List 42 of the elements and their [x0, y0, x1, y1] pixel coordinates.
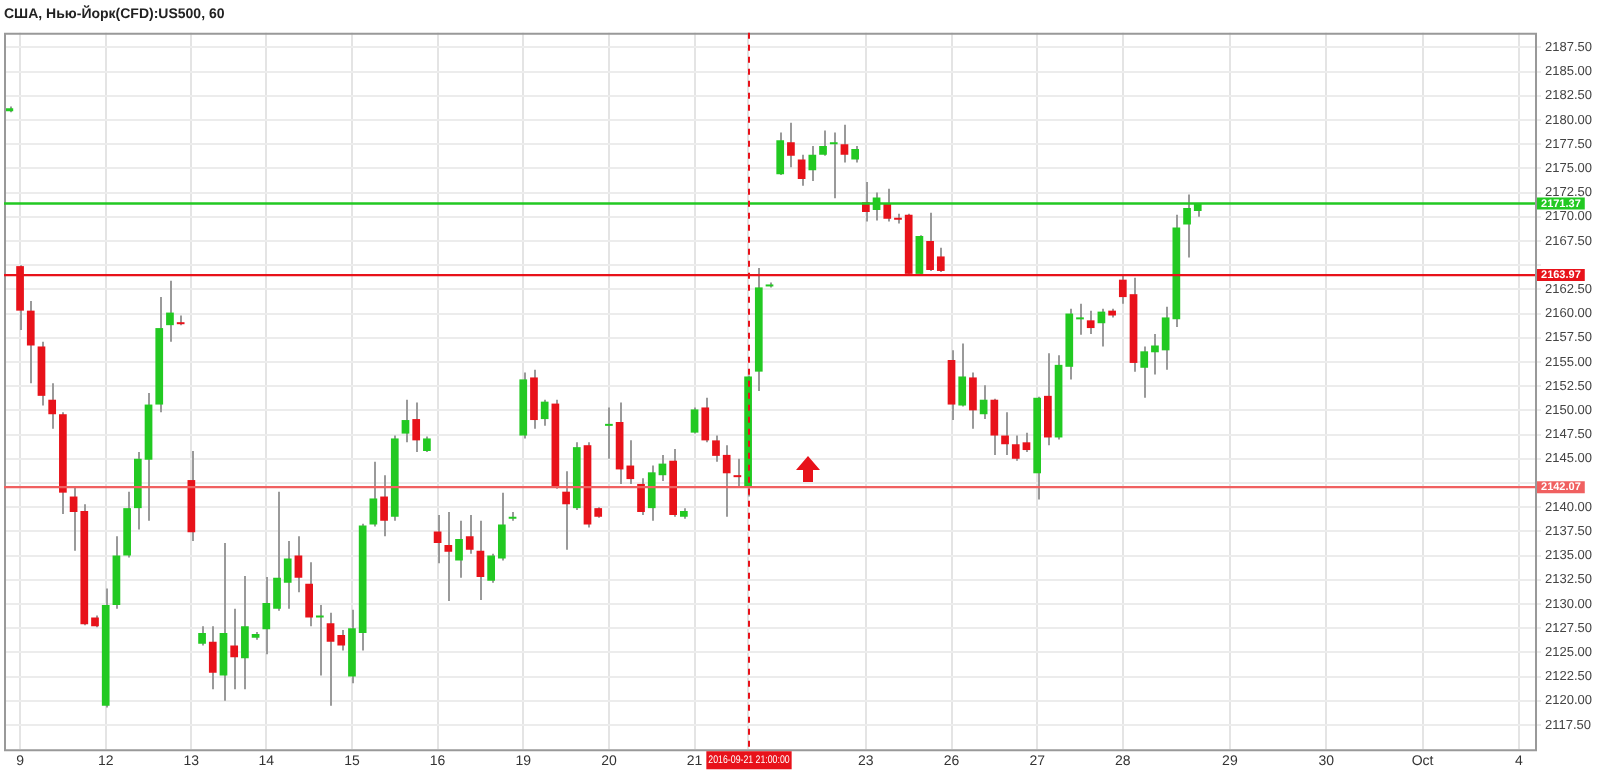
- candlestick: [123, 490, 131, 559]
- candlestick: [369, 460, 378, 528]
- candlestick: [166, 279, 174, 343]
- candlestick: [305, 561, 313, 628]
- candlestick: [701, 396, 710, 444]
- candlestick: [1044, 352, 1052, 447]
- candlestick: [690, 406, 699, 435]
- candlestick: [915, 234, 924, 276]
- candlestick: [476, 519, 485, 602]
- candlestick: [455, 519, 463, 579]
- candlestick: [840, 123, 849, 164]
- candlestick: [637, 477, 645, 516]
- candlestick: [315, 603, 324, 677]
- candlestick: [1001, 411, 1009, 456]
- candlestick: [829, 131, 838, 200]
- candlestick: [776, 131, 785, 177]
- candlestick: [444, 511, 453, 603]
- candlestick: [808, 145, 817, 182]
- candlestick: [958, 342, 967, 408]
- candlestick: [412, 401, 421, 453]
- candlestick: [230, 607, 239, 691]
- candlestick: [540, 398, 549, 427]
- candlestick: [947, 349, 956, 422]
- candlestick: [401, 398, 410, 444]
- candlestick: [48, 382, 57, 430]
- candlestick: [605, 406, 613, 460]
- candlestick: [433, 513, 442, 565]
- candlestick: [26, 299, 35, 385]
- candlestick: [198, 625, 206, 647]
- candlestick: [208, 625, 217, 691]
- candlestick: [1086, 309, 1095, 335]
- candlestick: [219, 541, 228, 702]
- candlestick: [294, 535, 303, 594]
- candlestick: [990, 397, 999, 456]
- candlestick: [733, 457, 742, 489]
- candlestick: [819, 129, 827, 157]
- candlestick: [562, 470, 570, 551]
- candlestick: [969, 371, 977, 430]
- candlestick: [530, 368, 538, 430]
- candlestick: [787, 121, 795, 169]
- candlestick: [380, 474, 388, 538]
- candlestick: [465, 513, 474, 555]
